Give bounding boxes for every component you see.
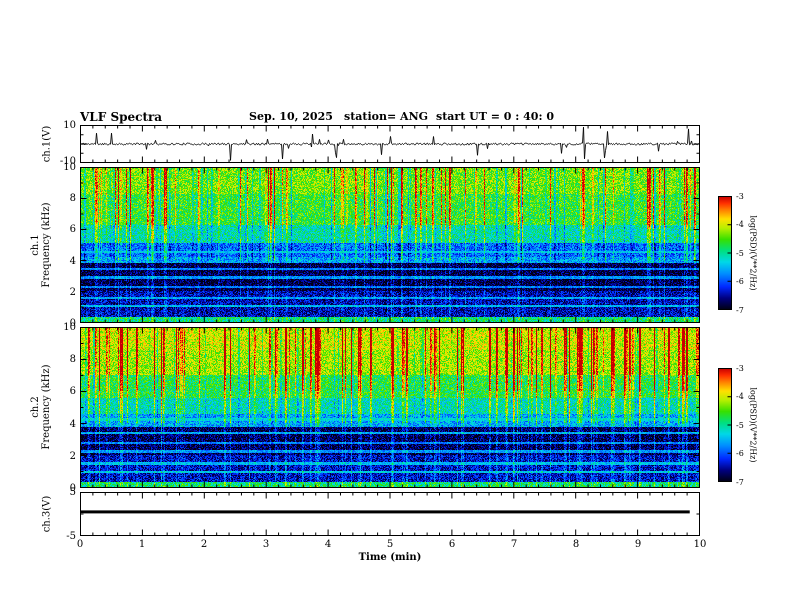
ch2-spec-ytick: 4 (69, 419, 76, 430)
colorbar1-tick: -3 (736, 192, 744, 201)
ch1-spec-ytick: 4 (69, 256, 76, 267)
colorbar2-label: log(PSD)(V**2/Hz) (748, 387, 758, 463)
ch1-spec-ytick: 0 (69, 318, 76, 329)
ch1-wave-ytick: 10 (63, 120, 76, 131)
start-ut-label: start UT = 0 : 40: 0 (436, 110, 554, 123)
colorbar1-tick: -6 (736, 277, 744, 286)
ch2-spec-ytick: 0 (69, 483, 76, 494)
ch2-spec-ytick: 10 (63, 322, 76, 333)
ch2-spec-ytick: 6 (69, 386, 76, 397)
x-tick: 4 (324, 539, 332, 550)
colorbar1-tick: -4 (736, 220, 744, 229)
ch1-colorbar (718, 196, 732, 310)
ch3-waveform-panel (80, 492, 700, 536)
ch1-frequency-axis-label: ch.1 Frequency (kHz) (30, 202, 52, 287)
ch1-frequency-axis-label-line1: ch.1 (30, 234, 41, 256)
ch3-voltage-axis-label: ch.3(V) (41, 495, 53, 533)
x-tick: 1 (138, 539, 146, 550)
x-tick: 9 (634, 539, 642, 550)
station-label: station= ANG (344, 110, 429, 123)
ch1-wave-ytick: -10 (59, 156, 76, 167)
ch2-spec-ytick: 2 (69, 451, 76, 462)
date-label: Sep. 10, 2025 (249, 110, 333, 123)
x-tick: 6 (448, 539, 456, 550)
ch3-wave-ytick: -5 (66, 531, 76, 542)
ch2-frequency-axis-label: ch.2 Frequency (kHz) (30, 364, 52, 449)
ch2-spectrogram-panel (80, 327, 700, 488)
x-tick: 2 (200, 539, 208, 550)
colorbar2-tick: -4 (736, 392, 744, 401)
x-tick: 8 (572, 539, 580, 550)
ch1-spectrogram-panel (80, 167, 700, 323)
ch1-frequency-axis-label-line2: Frequency (kHz) (41, 202, 52, 288)
x-tick: 10 (693, 539, 707, 550)
x-tick: 5 (386, 539, 394, 550)
ch2-colorbar (718, 368, 732, 482)
x-tick: 7 (510, 539, 518, 550)
ch2-frequency-axis-label-line1: ch.2 (30, 396, 41, 418)
x-tick: 0 (76, 539, 84, 550)
x-axis-label: Time (min) (358, 552, 422, 563)
ch1-spec-ytick: 2 (69, 287, 76, 298)
ch2-frequency-axis-label-line2: Frequency (kHz) (41, 364, 52, 450)
plot-title: VLF Spectra (80, 110, 163, 124)
x-tick: 3 (262, 539, 270, 550)
colorbar1-label: log(PSD)(V**2/Hz) (748, 215, 758, 291)
colorbar1-tick: -7 (736, 306, 744, 315)
colorbar2-tick: -3 (736, 364, 744, 373)
colorbar1-tick: -5 (736, 249, 744, 258)
colorbar2-tick: -6 (736, 449, 744, 458)
ch1-spec-ytick: 10 (63, 162, 76, 173)
ch1-waveform-panel (80, 125, 700, 163)
ch1-spec-ytick: 8 (69, 193, 76, 204)
colorbar2-tick: -7 (736, 478, 744, 487)
ch3-wave-ytick: 5 (69, 487, 76, 498)
ch1-spec-ytick: 6 (69, 224, 76, 235)
colorbar2-tick: -5 (736, 421, 744, 430)
ch2-spec-ytick: 8 (69, 354, 76, 365)
